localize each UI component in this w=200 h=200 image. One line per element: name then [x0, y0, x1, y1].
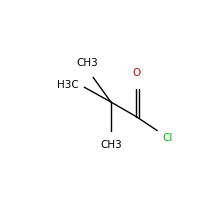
Text: CH3: CH3 [76, 58, 98, 68]
Text: Cl: Cl [163, 133, 173, 143]
Text: CH3: CH3 [100, 140, 122, 150]
Text: O: O [132, 68, 141, 78]
Text: H3C: H3C [57, 80, 78, 90]
